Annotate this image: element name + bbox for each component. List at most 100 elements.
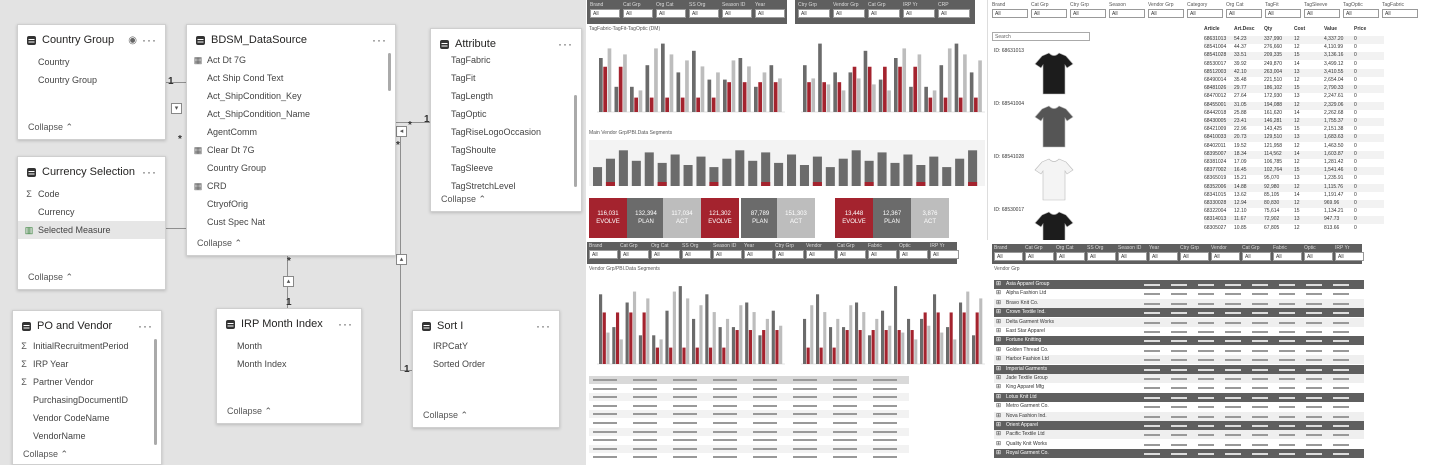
more-options-icon[interactable]: ··· xyxy=(338,317,353,331)
report-page-dashboard[interactable]: Brand All Cat Grp All Org Cat All SS Org All Sea… xyxy=(587,0,988,240)
slicer-dropdown[interactable]: Org Cat All xyxy=(656,2,686,22)
slicer-dropdown[interactable]: Cat Grp All xyxy=(623,2,653,22)
slicer-dropdown[interactable]: Vendor All xyxy=(1211,245,1240,265)
visibility-icon[interactable]: ◉ xyxy=(128,34,137,46)
table-row[interactable]: 68314013 11.67 72,902 13 947.73 0 xyxy=(1204,216,1384,225)
slicer-dropdown[interactable]: Year All xyxy=(1149,245,1178,265)
table-row[interactable] xyxy=(589,410,909,419)
field-item[interactable]: TagRiseLogoOccasion xyxy=(451,127,542,137)
field-item[interactable]: AgentComm xyxy=(207,127,258,137)
slicer-dropdown[interactable]: SS Org All xyxy=(1087,245,1116,265)
expand-icon[interactable]: ⊞ xyxy=(996,290,1002,297)
table-card-attribute[interactable]: Attribute ··· TagFabric TagFit TagLength… xyxy=(430,28,582,212)
field-item[interactable]: Act Ship Cond Text xyxy=(207,73,284,83)
field-item[interactable]: IRPCatY xyxy=(433,341,469,351)
slicer-dropdown[interactable]: Optic All xyxy=(899,243,928,263)
field-item[interactable]: CtryofOrig xyxy=(207,199,249,209)
field-item[interactable]: TagOptic xyxy=(451,109,487,119)
slicer-dropdown[interactable]: Season All xyxy=(1109,2,1145,22)
table-row[interactable]: 68490014 35.48 221,510 12 2,654.04 0 xyxy=(1204,77,1384,85)
matrix-row[interactable]: ⊞ Harbor Fashion Ltd xyxy=(994,355,1364,365)
table-row[interactable]: 68512003 42.10 263,004 13 3,410.55 0 xyxy=(1204,68,1384,77)
table-row[interactable]: 68410033 20.73 129,510 13 1,683.63 0 xyxy=(1204,134,1384,143)
report-page-vendor-matrix[interactable]: Brand All Cat Grp All Org Cat All SS Org All Sea… xyxy=(992,244,1437,465)
collapse-button[interactable]: Collapse ⌃ xyxy=(227,406,272,417)
field-item[interactable]: VendorName xyxy=(33,431,86,441)
table-row[interactable]: 68381024 17.09 106,785 12 1,281.42 0 xyxy=(1204,159,1384,167)
column-chart[interactable] xyxy=(589,276,785,372)
table-row[interactable] xyxy=(589,419,909,427)
slicer-dropdown[interactable]: Ctry Grp All xyxy=(775,243,804,263)
slicer-dropdown[interactable]: Cat Grp All xyxy=(1025,245,1054,265)
slicer-dropdown[interactable]: Season ID All xyxy=(722,2,752,22)
slicer-dropdown[interactable]: IRP Yr All xyxy=(1335,245,1364,265)
more-options-icon[interactable]: ··· xyxy=(558,37,573,51)
table-row[interactable]: 68481026 29.77 186,102 15 2,790.33 0 xyxy=(1204,85,1384,94)
field-item[interactable]: ▦ CRD xyxy=(187,177,395,195)
slicer-dropdown[interactable]: TagFit All xyxy=(1265,2,1301,22)
slicer-dropdown[interactable]: Season ID All xyxy=(1118,245,1147,265)
table-card-currency-selection[interactable]: Currency Selection ··· Σ Code Currency ▥ S… xyxy=(17,156,166,290)
field-item[interactable]: TagFabric xyxy=(451,55,491,65)
slicer-dropdown[interactable]: Category All xyxy=(1187,2,1223,22)
matrix-row[interactable]: ⊞ Metro Garment Co. xyxy=(994,402,1364,412)
field-item[interactable]: ▦ Act Dt 7G xyxy=(187,51,395,69)
detail-table[interactable]: Article Art.Desc Qty Cost Value Price 68631013… xyxy=(1204,26,1384,236)
field-item[interactable]: Month xyxy=(237,341,263,351)
table-card-sort[interactable]: Sort I ··· IRPCatY Sorted Order Collapse… xyxy=(412,310,560,428)
slicer-dropdown[interactable]: Cat Grp All xyxy=(1242,245,1271,265)
relationship-line[interactable] xyxy=(166,82,186,83)
table-row[interactable]: 68470012 27.64 172,930 13 2,247.61 0 xyxy=(1204,93,1384,101)
summary-table[interactable] xyxy=(589,376,909,464)
report-page-vendor-analysis[interactable]: Brand All Cat Grp All Org Cat All SS Org All Sea… xyxy=(587,242,988,465)
slicer-dropdown[interactable]: Ctry Grp All xyxy=(1180,245,1209,265)
table-row[interactable]: 68305027 10.85 67,805 12 813.66 0 xyxy=(1204,225,1384,233)
table-row[interactable]: 68631013 54.23 337,990 12 4,337.20 0 xyxy=(1204,36,1384,44)
field-item[interactable]: Σ Partner Vendor xyxy=(13,373,161,391)
slicer-dropdown[interactable]: Brand All xyxy=(589,243,618,263)
table-row[interactable]: 68455001 31.05 194,088 12 2,329.06 0 xyxy=(1204,101,1384,110)
tshirt-image[interactable] xyxy=(1034,211,1074,240)
expand-icon[interactable]: ⊞ xyxy=(996,431,1002,438)
table-row[interactable] xyxy=(589,376,909,384)
slicer-dropdown[interactable]: SS Org All xyxy=(682,243,711,263)
table-card-po-and-vendor[interactable]: PO and Vendor ··· Σ InitialRecruitmentPer… xyxy=(12,310,162,465)
field-item[interactable]: Σ IRP Year xyxy=(13,355,161,373)
matrix-row[interactable]: ⊞ Imperial Garments xyxy=(994,364,1364,374)
slicer-dropdown[interactable]: Year All xyxy=(744,243,773,263)
tshirt-image[interactable] xyxy=(1034,105,1074,149)
relationship-line[interactable] xyxy=(400,370,412,371)
slicer-dropdown[interactable]: Cat Grp All xyxy=(868,2,900,22)
tshirt-image[interactable] xyxy=(1034,52,1074,96)
slicer-dropdown[interactable]: IRP Yr All xyxy=(903,2,935,22)
expand-icon[interactable]: ⊞ xyxy=(996,384,1002,391)
table-row[interactable]: 68541004 44.37 276,660 12 4,110.99 0 xyxy=(1204,44,1384,52)
field-item[interactable]: PurchasingDocumentID xyxy=(33,395,129,405)
expand-icon[interactable]: ⊞ xyxy=(996,299,1002,306)
table-row[interactable] xyxy=(589,453,909,462)
table-row[interactable]: 68330028 12.94 80,830 12 969.96 0 xyxy=(1204,200,1384,208)
collapse-button[interactable]: Collapse ⌃ xyxy=(197,238,242,249)
slicer-dropdown[interactable]: Cat Grp All xyxy=(1031,2,1067,22)
slicer-dropdown[interactable]: Brand All xyxy=(590,2,620,22)
column-header[interactable]: Article xyxy=(1204,26,1220,32)
slicer-dropdown[interactable]: Org Cat All xyxy=(1226,2,1262,22)
matrix-row[interactable]: ⊞ Orient Apparel xyxy=(994,421,1364,430)
tshirt-image[interactable] xyxy=(1034,158,1074,202)
matrix-row[interactable]: ⊞ Asia Apparel Group xyxy=(994,280,1364,289)
field-item[interactable]: Σ InitialRecruitmentPeriod xyxy=(13,337,161,355)
field-item[interactable]: TagLength xyxy=(451,91,494,101)
slicer-dropdown[interactable]: Season ID All xyxy=(713,243,742,263)
field-item[interactable]: Act_ShipCondition_Name xyxy=(207,109,311,119)
field-item[interactable]: Cust Spec Nat xyxy=(207,217,266,227)
table-row[interactable]: 68541028 33.51 209,335 15 3,136.16 0 xyxy=(1204,52,1384,61)
slicer-dropdown[interactable]: Ctry Grp All xyxy=(1070,2,1106,22)
matrix-row[interactable]: ⊞ Royal Garment Co. xyxy=(994,449,1364,459)
column-chart[interactable] xyxy=(589,140,985,192)
expand-icon[interactable]: ⊞ xyxy=(996,328,1002,334)
collapse-button[interactable]: Collapse ⌃ xyxy=(28,122,73,133)
matrix-row[interactable]: ⊞ East Star Apparel xyxy=(994,327,1364,336)
slicer-dropdown[interactable]: TagSleeve All xyxy=(1304,2,1340,22)
scrollbar[interactable] xyxy=(388,53,391,91)
collapse-button[interactable]: Collapse ⌃ xyxy=(28,272,73,283)
